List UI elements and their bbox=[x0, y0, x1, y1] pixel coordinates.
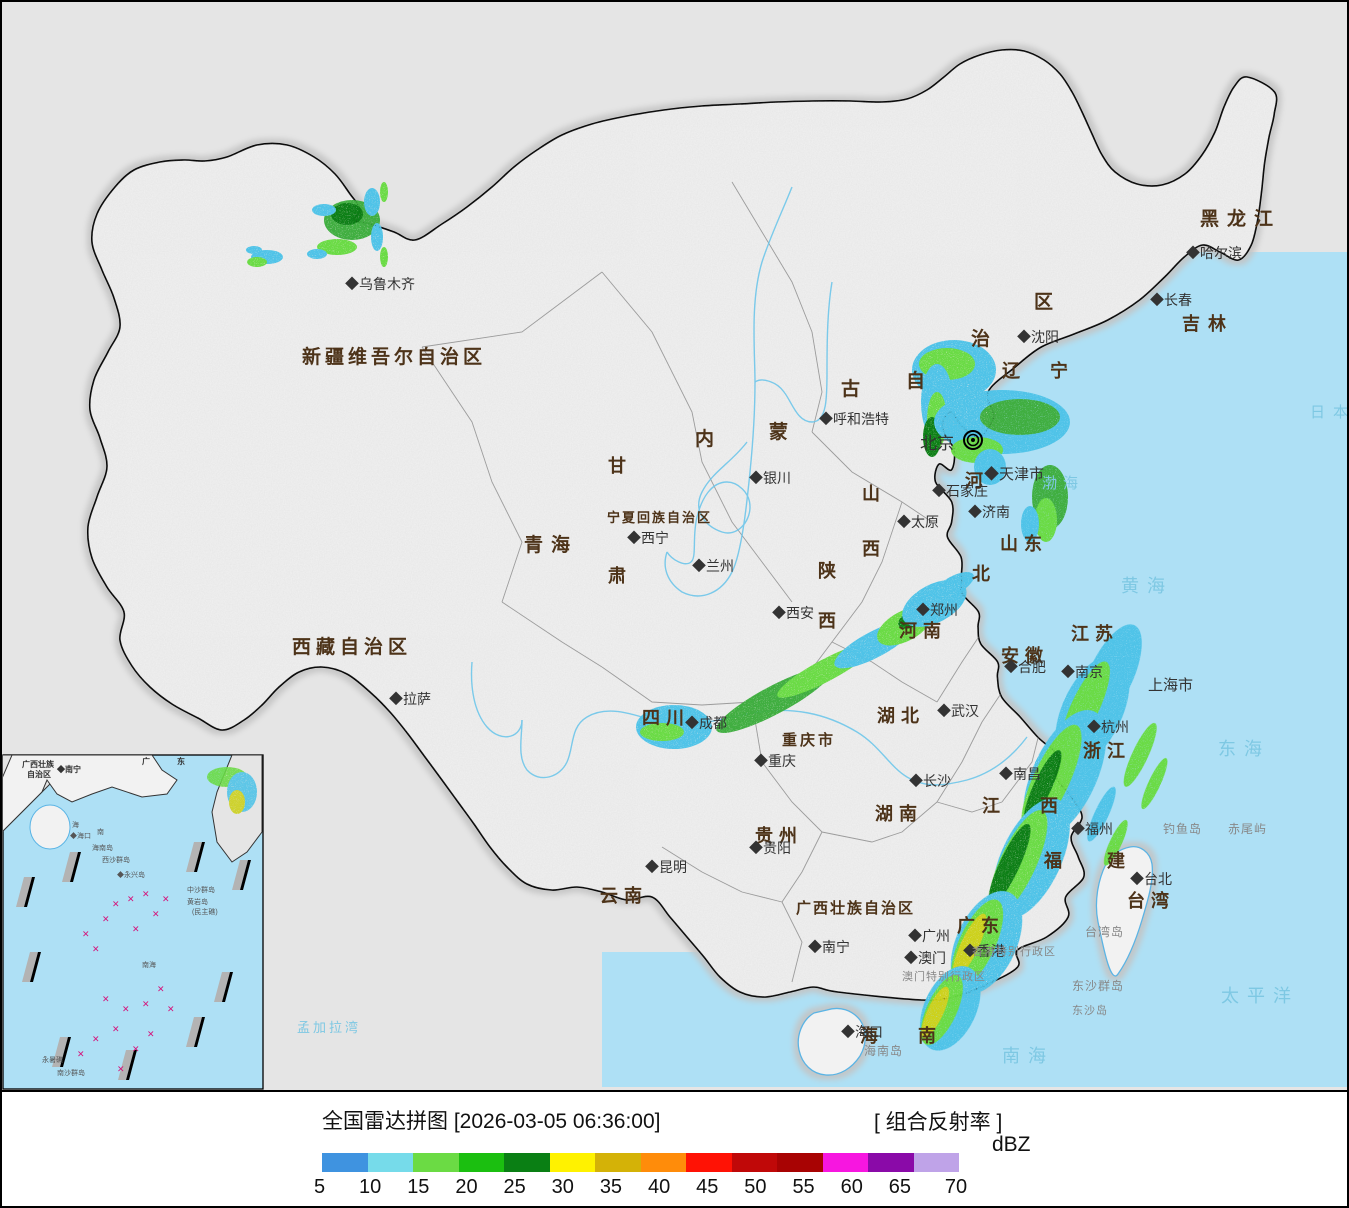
svg-text:台湾: 台湾 bbox=[187, 740, 201, 749]
svg-text:自治区: 自治区 bbox=[27, 769, 51, 779]
svg-text:✕: ✕ bbox=[157, 984, 165, 994]
svg-text:✕: ✕ bbox=[112, 899, 120, 909]
svg-text:✕: ✕ bbox=[147, 1029, 155, 1039]
svg-text:✕: ✕ bbox=[142, 999, 150, 1009]
svg-text:中沙群岛: 中沙群岛 bbox=[187, 885, 215, 894]
svg-text:✕: ✕ bbox=[117, 1064, 125, 1074]
svg-text:南沙群岛: 南沙群岛 bbox=[57, 1068, 85, 1077]
svg-text:✕: ✕ bbox=[92, 944, 100, 954]
svg-text:✕: ✕ bbox=[162, 894, 170, 904]
svg-text:✕: ✕ bbox=[142, 889, 150, 899]
svg-text:◆海口: ◆海口 bbox=[70, 831, 91, 840]
svg-text:(民主礁): (民主礁) bbox=[192, 907, 218, 916]
svg-text:曾母暗沙: 曾母暗沙 bbox=[37, 1145, 65, 1154]
svg-text:✕: ✕ bbox=[127, 894, 135, 904]
svg-text:◆永兴岛: ◆永兴岛 bbox=[117, 870, 145, 879]
svg-text:✕: ✕ bbox=[102, 914, 110, 924]
svg-text:黄岩岛: 黄岩岛 bbox=[187, 897, 208, 906]
svg-text:广: 广 bbox=[142, 756, 150, 766]
svg-text:✕: ✕ bbox=[92, 1034, 100, 1044]
svg-text:✕: ✕ bbox=[82, 929, 90, 939]
svg-text:✕: ✕ bbox=[152, 909, 160, 919]
svg-text:南海: 南海 bbox=[142, 960, 156, 969]
svg-text:✕: ✕ bbox=[167, 1004, 175, 1014]
svg-text:◆南宁: ◆南宁 bbox=[56, 764, 81, 774]
svg-text:东: 东 bbox=[177, 756, 185, 766]
svg-text:永暑礁: 永暑礁 bbox=[42, 1055, 63, 1064]
svg-text:广西壮族: 广西壮族 bbox=[22, 759, 55, 769]
svg-text:海南岛: 海南岛 bbox=[92, 843, 113, 852]
svg-text:✕: ✕ bbox=[122, 1004, 130, 1014]
svg-text:✕: ✕ bbox=[132, 1044, 140, 1054]
svg-text:✕: ✕ bbox=[112, 1024, 120, 1034]
svg-text:南: 南 bbox=[97, 827, 104, 836]
svg-text:西沙群岛: 西沙群岛 bbox=[102, 855, 130, 864]
svg-text:✕: ✕ bbox=[132, 924, 140, 934]
svg-text:海: 海 bbox=[72, 820, 79, 829]
svg-text:✕: ✕ bbox=[102, 994, 110, 1004]
svg-text:✕: ✕ bbox=[77, 1049, 85, 1059]
